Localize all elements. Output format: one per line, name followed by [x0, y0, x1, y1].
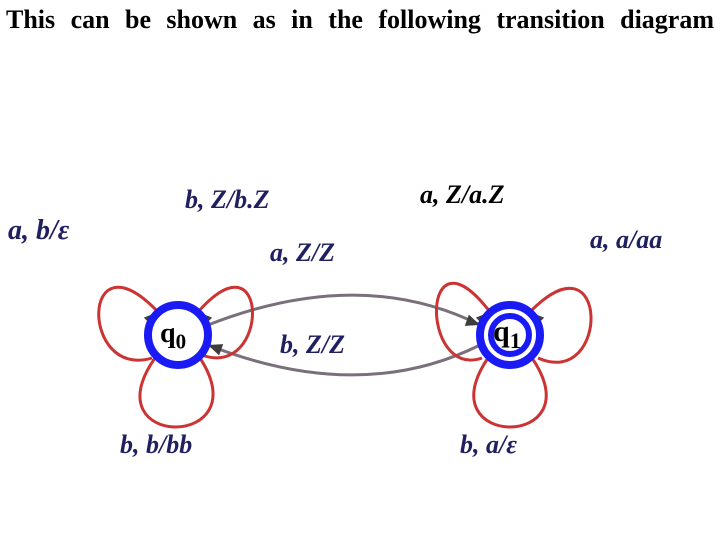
- loop-label-q0-lower: b, b/bb: [120, 430, 192, 460]
- loop-label-q0-upper-left: a, b/ε: [8, 215, 69, 247]
- edge-label-q0-q1: a, Z/Z: [270, 238, 335, 268]
- state-label-q0: q0: [160, 318, 186, 355]
- loop-label-q0-upper-right: b, Z/b.Z: [185, 185, 270, 215]
- loop-label-q1-upper-right: a, a/aa: [590, 225, 662, 255]
- transition-diagram: [0, 0, 720, 540]
- loop-label-q1-upper-left: a, Z/a.Z: [420, 180, 505, 210]
- loop-label-q1-lower: b, a/ε: [460, 430, 517, 460]
- edge-label-q1-q0: b, Z/Z: [280, 330, 345, 360]
- state-label-q1: q1: [493, 315, 521, 354]
